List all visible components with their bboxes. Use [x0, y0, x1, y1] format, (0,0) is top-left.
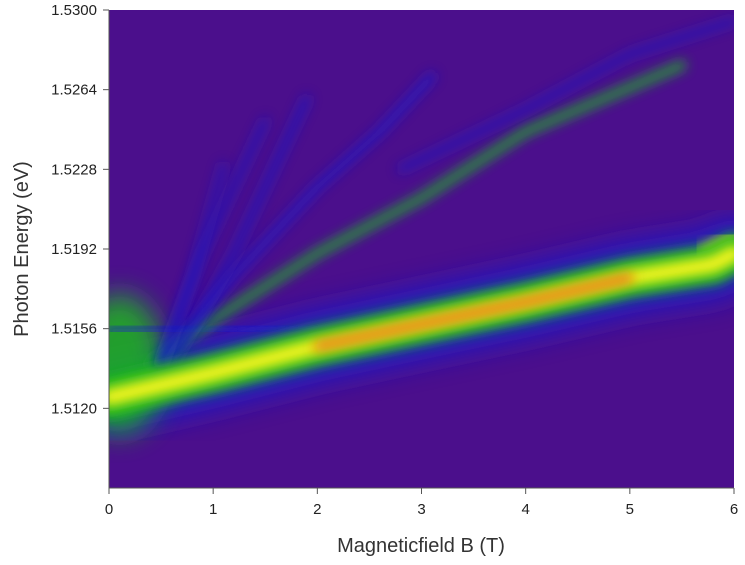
- y-tick-label: 1.5156: [51, 321, 97, 338]
- x-tick-label: 3: [417, 501, 425, 518]
- band-8: [397, 17, 734, 173]
- band-7: [157, 161, 227, 368]
- y-tick-label: 1.5228: [51, 161, 97, 178]
- x-axis-label: Magneticfield B (T): [337, 535, 505, 557]
- x-tick-label: 6: [730, 501, 738, 518]
- band-3: [145, 60, 687, 369]
- y-tick-label: 1.5264: [51, 82, 97, 99]
- band-5: [167, 94, 311, 368]
- x-tick-label: 1: [209, 501, 217, 518]
- y-tick-label: 1.5192: [51, 241, 97, 258]
- main-branch-peak: [313, 273, 634, 351]
- x-ticks: 0 1 2 3 4 5 6: [105, 488, 738, 518]
- heatmap-layer: [109, 17, 734, 435]
- x-tick-label: 5: [626, 501, 634, 518]
- x-tick-label: 0: [105, 501, 113, 518]
- y-tick-label: 1.5120: [51, 400, 97, 417]
- x-tick-label: 4: [521, 501, 529, 518]
- y-tick-label: 1.5300: [51, 2, 97, 19]
- y-ticks: 1.5120 1.5156 1.5192 1.5228 1.5264 1.5300: [51, 2, 109, 417]
- band-4: [156, 72, 437, 369]
- x-tick-label: 2: [313, 501, 321, 518]
- y-axis-label: Photon Energy (eV): [11, 161, 33, 337]
